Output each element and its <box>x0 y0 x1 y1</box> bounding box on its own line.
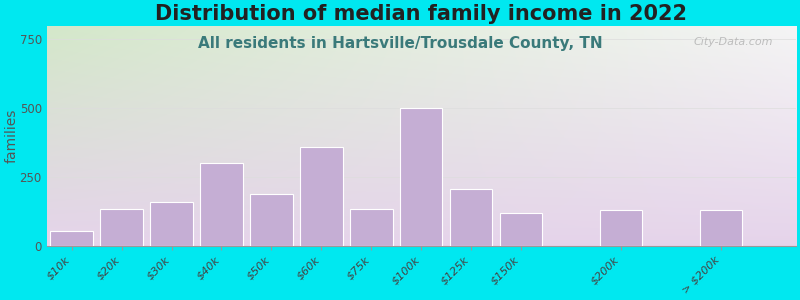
Bar <box>200 163 242 246</box>
Bar <box>150 202 193 246</box>
Bar <box>400 108 442 246</box>
Bar <box>300 147 342 246</box>
Title: Distribution of median family income in 2022: Distribution of median family income in … <box>155 4 687 24</box>
Text: City-Data.com: City-Data.com <box>694 37 774 47</box>
Y-axis label: families: families <box>4 109 18 163</box>
Bar <box>500 213 542 246</box>
Text: All residents in Hartsville/Trousdale County, TN: All residents in Hartsville/Trousdale Co… <box>198 36 602 51</box>
Bar <box>450 190 493 246</box>
Bar <box>50 231 93 246</box>
Bar <box>350 209 393 246</box>
Bar <box>600 210 642 246</box>
Bar <box>100 209 143 246</box>
Bar <box>700 210 742 246</box>
Bar <box>250 194 293 246</box>
